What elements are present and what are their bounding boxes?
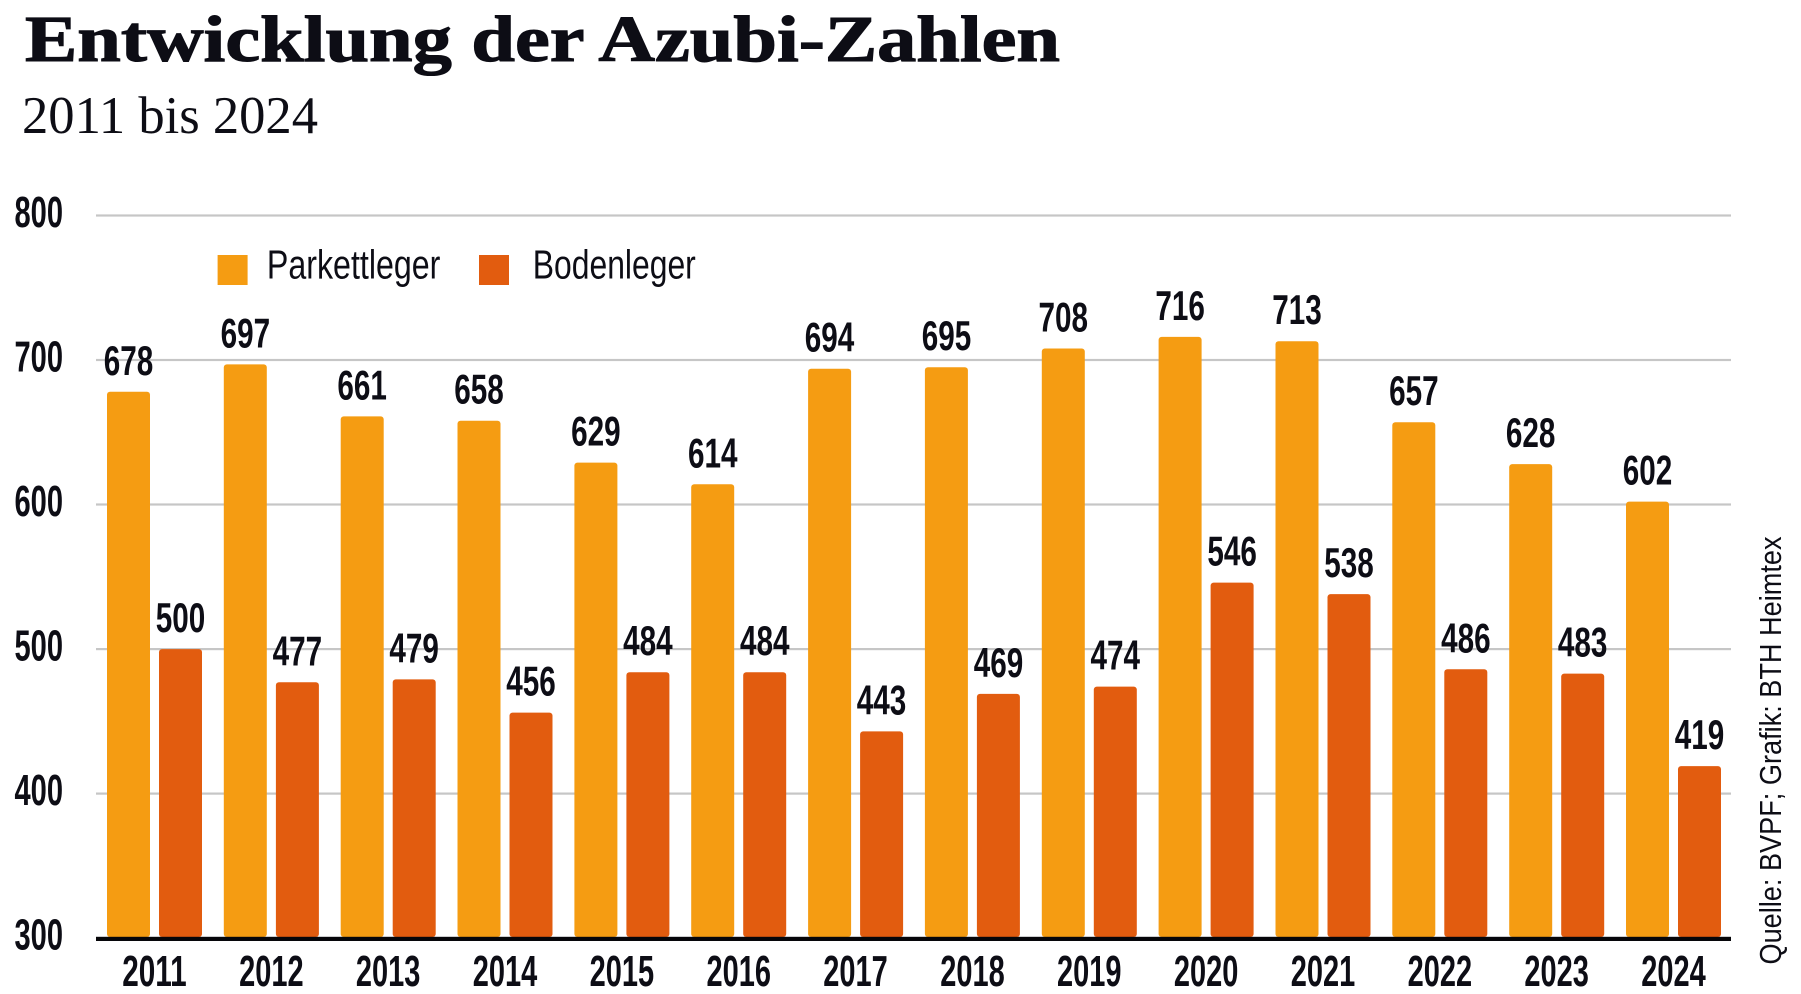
svg-text:602: 602 [1623, 447, 1673, 494]
svg-text:456: 456 [506, 658, 556, 705]
svg-text:538: 538 [1324, 539, 1374, 586]
svg-text:546: 546 [1207, 528, 1257, 575]
svg-text:2011 bis 2024: 2011 bis 2024 [22, 87, 318, 145]
svg-text:2016: 2016 [707, 947, 772, 994]
svg-text:Quelle: BVPF; Grafik: BTH Heim: Quelle: BVPF; Grafik: BTH Heimtex [1753, 536, 1788, 964]
svg-text:400: 400 [15, 766, 64, 815]
svg-text:483: 483 [1558, 619, 1608, 666]
svg-text:477: 477 [273, 627, 323, 674]
svg-text:2017: 2017 [823, 947, 888, 994]
svg-text:600: 600 [15, 477, 64, 526]
svg-text:2011: 2011 [122, 947, 187, 994]
svg-text:500: 500 [15, 622, 64, 671]
svg-text:657: 657 [1389, 367, 1439, 414]
svg-text:474: 474 [1091, 632, 1141, 679]
svg-text:694: 694 [805, 314, 855, 361]
svg-text:Bodenleger: Bodenleger [533, 241, 696, 287]
svg-text:661: 661 [337, 361, 387, 408]
svg-text:486: 486 [1441, 614, 1491, 661]
svg-text:500: 500 [156, 594, 206, 641]
svg-text:800: 800 [15, 188, 64, 237]
svg-text:Entwicklung der Azubi-Zahlen: Entwicklung der Azubi-Zahlen [25, 3, 1060, 76]
svg-text:2014: 2014 [473, 947, 538, 994]
svg-text:484: 484 [740, 617, 790, 664]
svg-text:300: 300 [15, 911, 64, 960]
svg-text:2024: 2024 [1641, 947, 1706, 994]
svg-text:658: 658 [454, 366, 504, 413]
svg-text:716: 716 [1155, 282, 1205, 329]
svg-text:2020: 2020 [1174, 947, 1239, 994]
svg-text:2018: 2018 [940, 947, 1005, 994]
svg-text:713: 713 [1272, 286, 1322, 333]
svg-text:469: 469 [974, 639, 1024, 686]
svg-text:419: 419 [1675, 711, 1725, 758]
svg-text:678: 678 [104, 337, 154, 384]
svg-text:629: 629 [571, 408, 621, 455]
svg-text:697: 697 [221, 309, 271, 356]
svg-text:2021: 2021 [1291, 947, 1356, 994]
svg-text:2022: 2022 [1408, 947, 1473, 994]
svg-text:2023: 2023 [1524, 947, 1589, 994]
svg-text:628: 628 [1506, 409, 1556, 456]
svg-text:2019: 2019 [1057, 947, 1122, 994]
svg-text:2012: 2012 [239, 947, 304, 994]
svg-text:479: 479 [389, 624, 439, 671]
svg-text:443: 443 [857, 676, 907, 723]
svg-text:2013: 2013 [356, 947, 421, 994]
svg-text:Parkettleger: Parkettleger [267, 241, 441, 287]
svg-text:700: 700 [15, 333, 64, 382]
svg-text:695: 695 [922, 312, 972, 359]
svg-text:2015: 2015 [590, 947, 655, 994]
svg-text:614: 614 [688, 429, 738, 476]
svg-text:708: 708 [1039, 294, 1089, 341]
svg-text:484: 484 [623, 617, 673, 664]
